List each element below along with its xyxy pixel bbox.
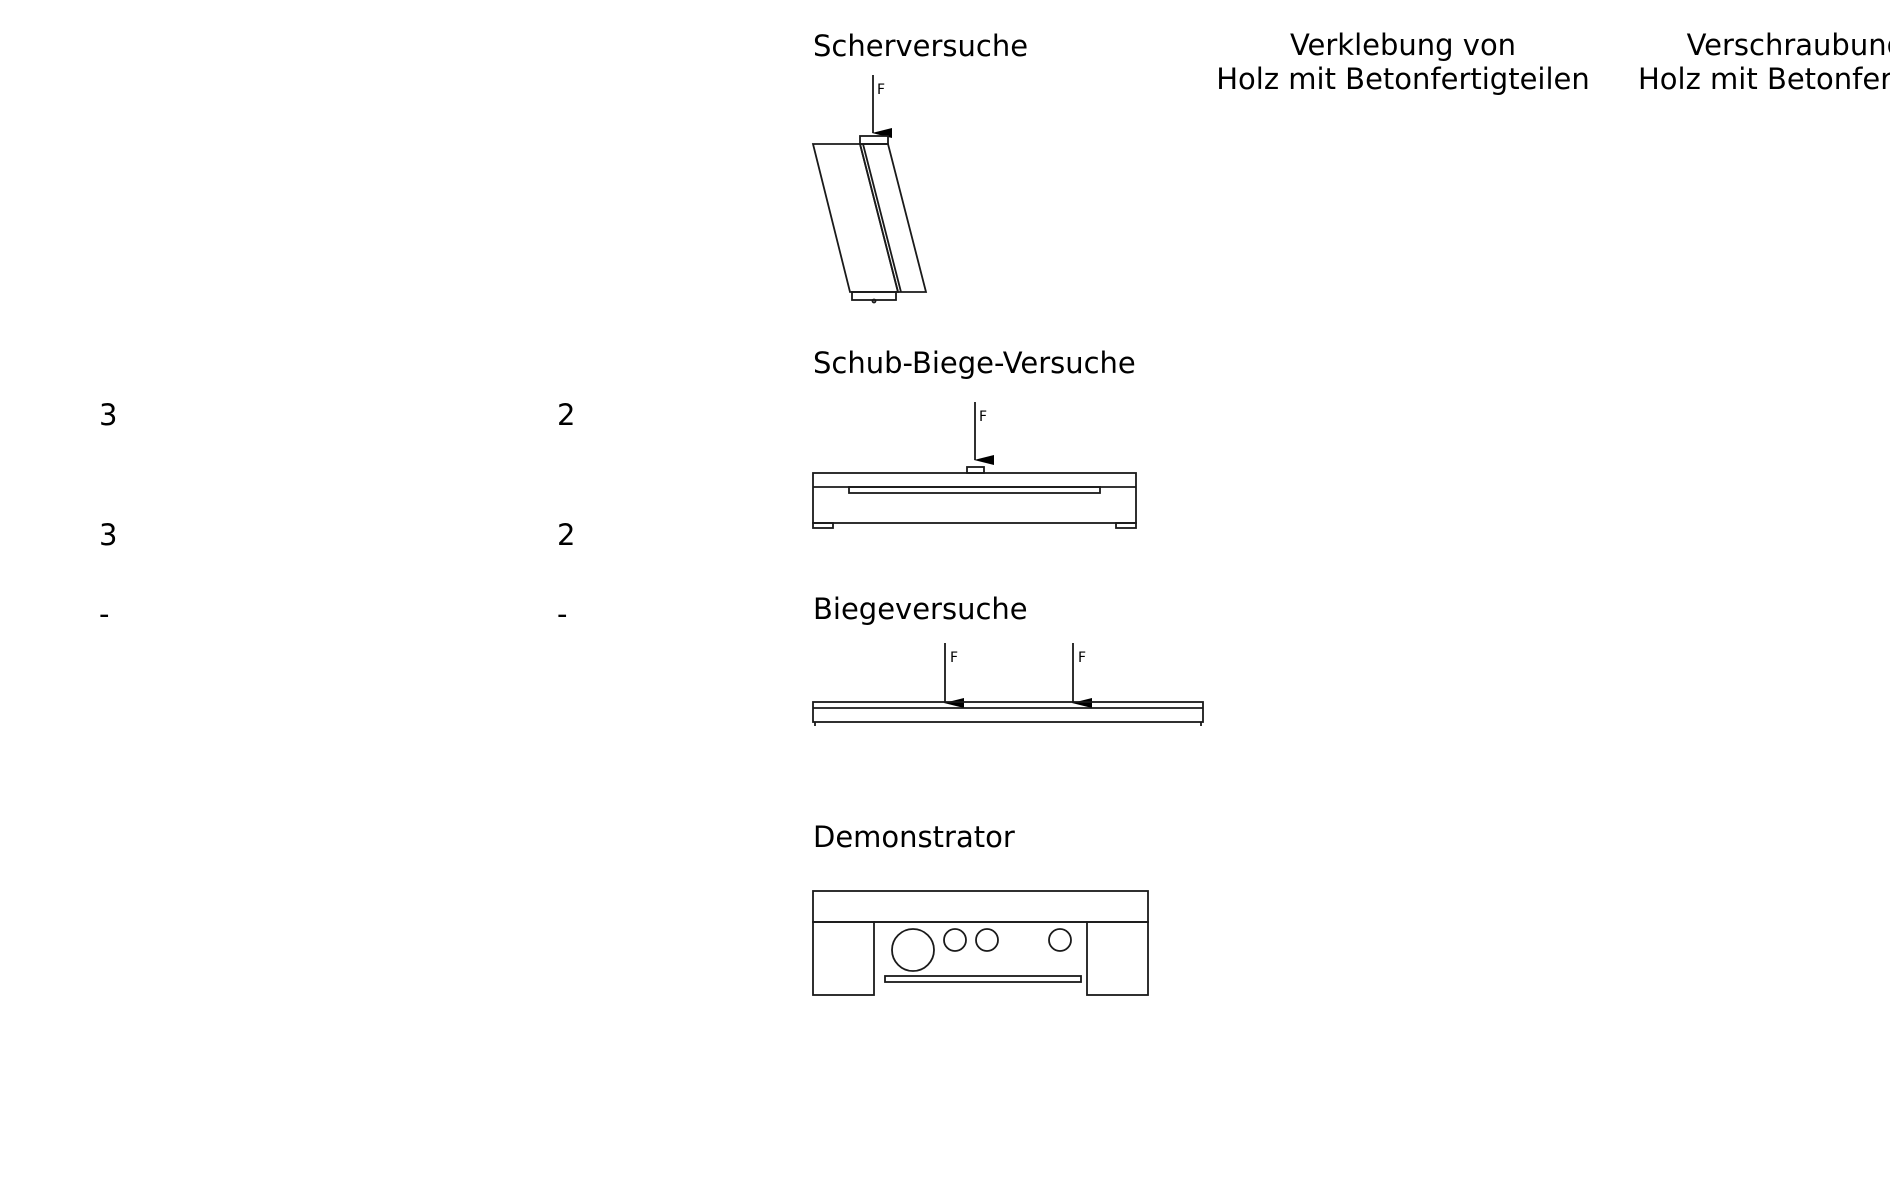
shear-bending-load-label: F <box>979 409 987 425</box>
demonstrator-duct-small-3 <box>1048 928 1072 952</box>
glue-header-line2: Holz mit Betonfertigteilen <box>1216 62 1590 96</box>
count-row1-col2: 2 <box>557 398 576 432</box>
screw-header-line1: Verschraubung <box>1686 28 1890 62</box>
demonstrator-right-web <box>1086 921 1149 996</box>
bending-load-label-right: F <box>1078 650 1086 666</box>
shear-test-title: Scherversuche <box>813 29 1029 63</box>
shear-support-point <box>871 298 877 304</box>
shear-load-label: F <box>877 82 885 98</box>
shear-top-plate <box>859 135 889 145</box>
shear-bending-test-drawing: F <box>812 402 1137 529</box>
shear-right-block <box>858 143 928 293</box>
shear-bending-beam <box>812 472 1137 524</box>
demonstrator-duct-small-2 <box>975 928 999 952</box>
shear-joint-line <box>862 143 902 293</box>
glue-header: Verklebung von Holz mit Betonfertigteile… <box>1216 28 1590 96</box>
bending-beam <box>812 701 1204 723</box>
demonstrator-title: Demonstrator <box>813 820 1015 854</box>
demonstrator-top-slab <box>812 890 1149 923</box>
count-row3-col1: - <box>99 597 110 631</box>
demonstrator-drawing <box>812 890 1149 996</box>
shear-test-drawing: F <box>811 75 928 304</box>
glue-header-line1: Verklebung von <box>1289 28 1517 62</box>
shear-bending-insert <box>848 486 1101 494</box>
screw-header-line2: Holz mit Betonferti <box>1638 62 1890 96</box>
shear-bending-support-left <box>812 522 834 529</box>
count-row2-col1: 3 <box>99 518 118 552</box>
bending-test-title: Biegeversuche <box>813 592 1028 626</box>
demonstrator-left-web <box>812 921 875 996</box>
demonstrator-duct-large <box>891 928 935 972</box>
demonstrator-duct-small-1 <box>943 928 967 952</box>
count-row1-col1: 3 <box>99 398 118 432</box>
shear-bending-test-title: Schub-Biege-Versuche <box>813 346 1136 380</box>
demonstrator-bottom-plate <box>884 975 1082 983</box>
shear-bending-support-right <box>1115 522 1137 529</box>
count-row2-col2: 2 <box>557 518 576 552</box>
count-row3-col2: - <box>557 597 568 631</box>
shear-left-block <box>811 143 900 293</box>
screw-header: Verschraubung Holz mit Betonferti <box>1638 28 1890 96</box>
bending-test-drawing: F F <box>812 643 1204 726</box>
bending-load-label-left: F <box>950 650 958 666</box>
